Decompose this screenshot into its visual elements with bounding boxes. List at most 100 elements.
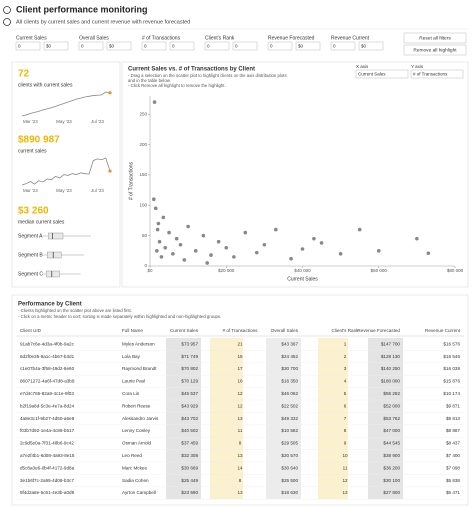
table-cell: $10 582 <box>281 428 298 433</box>
scatter-point[interactable] <box>243 230 248 235</box>
scatter-point[interactable] <box>262 242 267 247</box>
y-tick-label: 50 <box>142 233 148 238</box>
scatter-point[interactable] <box>254 250 259 255</box>
filter-max: $0 <box>109 43 115 48</box>
filter-min-input[interactable] <box>141 41 167 51</box>
scatter-point[interactable] <box>161 215 166 220</box>
filter-min-input[interactable] <box>15 41 41 51</box>
sparkline-last-point <box>108 169 112 173</box>
scatter-point[interactable] <box>209 253 213 257</box>
button[interactable] <box>403 32 467 44</box>
filter-max-input[interactable] <box>295 41 321 51</box>
table-cell: $9 871 <box>446 403 460 408</box>
scatter-point[interactable] <box>155 227 160 232</box>
filter-max-input[interactable] <box>43 41 69 51</box>
table-cell: $9 813 <box>446 416 460 421</box>
table-title: Performance by Client <box>18 302 82 308</box>
scatter-point[interactable] <box>300 247 305 251</box>
table-cell: 16 <box>237 379 243 384</box>
scatter-point[interactable] <box>152 197 156 202</box>
scatter-point[interactable] <box>319 241 324 245</box>
column-header[interactable]: Current Sales <box>170 328 199 333</box>
table-cell: $73 957 <box>181 341 198 346</box>
table-cell: 9 <box>344 441 347 446</box>
column-header[interactable]: Revenue Forecasted <box>357 328 400 333</box>
filter-max-input[interactable] <box>358 41 384 51</box>
scatter-point[interactable] <box>178 242 183 247</box>
scatter-point[interactable] <box>193 249 198 253</box>
table-cell: 12 <box>237 403 243 408</box>
kpi-panel <box>11 61 121 288</box>
table-cell: $44 545 <box>383 441 400 446</box>
scatter-point[interactable] <box>201 233 206 238</box>
scatter-point[interactable] <box>159 255 164 259</box>
scatter-point[interactable] <box>232 255 236 259</box>
y-tick-label: 200 <box>139 142 147 147</box>
scatter-point[interactable] <box>156 221 161 226</box>
filter-max-input[interactable] <box>169 41 195 51</box>
scatter-point[interactable] <box>171 252 175 256</box>
table-cell: 8 <box>344 428 347 433</box>
table-cell: $70 129 <box>181 379 198 384</box>
scatter-point[interactable] <box>157 239 162 244</box>
settings-icon[interactable] <box>3 18 11 26</box>
filter-max: $0 <box>361 43 367 48</box>
column-header[interactable]: Client's Rank <box>332 328 360 333</box>
scatter-point[interactable] <box>153 206 158 211</box>
kpi-value: $890 987 <box>18 135 60 146</box>
column-header[interactable]: # of Transactions <box>223 328 259 333</box>
column-header[interactable]: Revenue Current <box>425 328 461 333</box>
scatter-point[interactable] <box>155 249 159 253</box>
scatter-point[interactable] <box>224 245 229 250</box>
table-cell: 14 <box>237 465 243 470</box>
scatter-point[interactable] <box>174 236 179 241</box>
filter-max-input[interactable] <box>232 41 258 51</box>
scatter-point[interactable] <box>312 236 316 241</box>
table-cell: $55 282 <box>383 391 400 396</box>
table-cell: 7 <box>344 416 347 421</box>
button-label[interactable]: Reset all filters <box>419 36 451 42</box>
scatter-point[interactable] <box>357 227 362 232</box>
axis-select[interactable] <box>410 69 464 79</box>
scatter-point[interactable] <box>186 224 190 229</box>
axis-select[interactable] <box>355 69 409 79</box>
scatter-point[interactable] <box>152 100 157 104</box>
table-cell: Ayrton Campbell <box>122 490 156 495</box>
axis-select-value[interactable]: Current Sales <box>358 71 386 76</box>
filter-min-input[interactable] <box>78 41 104 51</box>
filter-min-input[interactable] <box>267 41 293 51</box>
scatter-point[interactable] <box>289 256 293 261</box>
scatter-point[interactable] <box>415 236 419 241</box>
scatter-point[interactable] <box>205 261 209 265</box>
column-header[interactable]: Overall Sales <box>271 328 299 333</box>
table-cell: b2f19a8d-5c3e-4e7a-8d24 <box>20 403 75 408</box>
scatter-point[interactable] <box>216 239 221 244</box>
scatter-point[interactable] <box>163 245 168 250</box>
button-label[interactable]: Remove all highlight <box>413 48 457 54</box>
kpi-label: clients with current sales <box>18 82 73 88</box>
scatter-point[interactable] <box>426 251 431 256</box>
filter-min-input[interactable] <box>204 41 230 51</box>
scatter-point[interactable] <box>338 252 343 256</box>
button[interactable] <box>403 44 467 56</box>
table-cell: Lenny Conley <box>122 428 151 433</box>
axis-select-value[interactable]: # of Transactions <box>413 71 448 76</box>
x-tick-label: Mar '23 <box>23 119 38 124</box>
scatter-point[interactable] <box>167 230 171 235</box>
table-cell: $180 000 <box>381 379 401 384</box>
scatter-point[interactable] <box>182 258 187 262</box>
filter-min-input[interactable] <box>330 41 356 51</box>
filter-min: 0 <box>270 43 273 48</box>
scatter-point[interactable] <box>274 227 278 232</box>
sparkline <box>21 157 111 186</box>
table-cell: 3e1b6f7c-2a95-4d08-b3c7 <box>20 478 74 483</box>
filter-max-input[interactable] <box>106 41 132 51</box>
table-cell: $16 546 <box>443 354 460 359</box>
scatter-point[interactable] <box>376 249 381 253</box>
info-icon[interactable] <box>3 6 11 14</box>
table-cell: $46 062 <box>281 391 298 396</box>
table-cell: $16 350 <box>281 379 298 384</box>
x-tick-label: Jul '23 <box>91 188 104 193</box>
